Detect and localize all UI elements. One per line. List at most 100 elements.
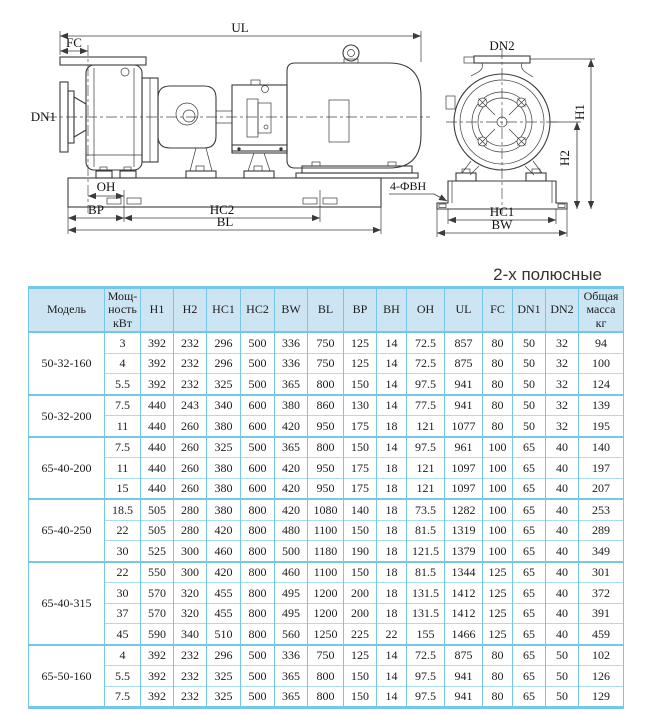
value-cell: 570 <box>140 602 174 624</box>
value-cell: 1200 <box>307 602 344 624</box>
value-cell: 380 <box>206 477 241 499</box>
table-row: 5.5 392 232 325 500 365 800 150 14 97.5 941 80 50 32 1… <box>29 373 624 395</box>
value-cell: 560 <box>274 623 308 645</box>
value-cell: 102 <box>578 643 624 666</box>
dim-label-hc2: HC2 <box>210 202 235 217</box>
value-cell: 500 <box>274 540 308 562</box>
value-cell: 750 <box>307 352 344 374</box>
value-cell: 459 <box>578 623 624 645</box>
value-cell: 65 <box>512 477 546 499</box>
value-cell: 750 <box>307 331 344 353</box>
value-cell: 440 <box>140 393 174 416</box>
model-cell: 65-40-315 <box>28 560 105 645</box>
value-cell: 857 <box>444 331 483 353</box>
value-cell: 121.5 <box>406 540 445 562</box>
value-cell: 40 <box>545 582 579 603</box>
value-cell: 139 <box>578 393 624 416</box>
value-cell: 260 <box>173 477 207 499</box>
value-cell: 570 <box>140 582 174 603</box>
value-cell: 590 <box>140 623 174 645</box>
value-cell: 365 <box>274 685 308 708</box>
value-cell: 14 <box>376 643 407 666</box>
value-cell: 175 <box>343 415 377 437</box>
value-cell: 195 <box>578 415 624 437</box>
value-cell: 600 <box>240 415 275 437</box>
value-cell: 100 <box>482 457 513 478</box>
value-cell: 336 <box>274 643 308 666</box>
value-cell: 800 <box>240 582 275 603</box>
value-cell: 155 <box>406 623 445 645</box>
value-cell: 800 <box>307 435 344 458</box>
value-cell: 961 <box>444 435 483 458</box>
value-cell: 50 <box>512 373 546 395</box>
value-cell: 260 <box>173 435 207 458</box>
value-cell: 392 <box>140 665 174 686</box>
value-cell: 130 <box>343 393 377 416</box>
column-header: Мощ- ность кВт <box>104 287 141 333</box>
value-cell: 65 <box>512 498 546 520</box>
value-cell: 800 <box>240 540 275 562</box>
value-cell: 97.5 <box>406 665 445 686</box>
value-cell: 1077 <box>444 415 483 437</box>
value-cell: 65 <box>512 435 546 458</box>
spec-table-body: 50-32-160 3 392 232 296 500 336 750 125 14 72.5 857… <box>28 331 624 708</box>
value-cell: 97.5 <box>406 435 445 458</box>
value-cell: 65 <box>512 623 546 645</box>
value-cell: 420 <box>274 415 308 437</box>
value-cell: 72.5 <box>406 331 445 353</box>
value-cell: 380 <box>206 415 241 437</box>
value-cell: 420 <box>274 498 308 520</box>
value-cell: 510 <box>206 623 241 645</box>
value-cell: 232 <box>173 331 207 353</box>
value-cell: 80 <box>482 685 513 708</box>
value-cell: 5.5 <box>104 665 141 686</box>
table-row: 5.5 392 232 325 500 365 800 150 14 97.5 941 80 65 50 1… <box>29 665 624 686</box>
value-cell: 80 <box>482 643 513 666</box>
value-cell: 125 <box>343 352 377 374</box>
value-cell: 18 <box>376 457 407 478</box>
value-cell: 18 <box>376 477 407 499</box>
column-header: Модель <box>28 287 105 333</box>
value-cell: 100 <box>578 352 624 374</box>
value-cell: 500 <box>240 643 275 666</box>
value-cell: 65 <box>512 540 546 562</box>
column-header: HC2 <box>240 287 275 333</box>
column-header: Общая масса кг <box>578 287 624 333</box>
value-cell: 941 <box>444 665 483 686</box>
value-cell: 340 <box>206 393 241 416</box>
dim-label-bl: BL <box>217 214 234 229</box>
value-cell: 500 <box>240 373 275 395</box>
column-header: BW <box>274 287 308 333</box>
value-cell: 40 <box>545 435 579 458</box>
value-cell: 22 <box>104 519 141 541</box>
dim-label-h2: H2 <box>557 150 572 166</box>
dim-label-dn1: DN1 <box>31 109 56 124</box>
value-cell: 97.5 <box>406 685 445 708</box>
value-cell: 11 <box>104 415 141 437</box>
value-cell: 232 <box>173 665 207 686</box>
value-cell: 14 <box>376 665 407 686</box>
value-cell: 14 <box>376 373 407 395</box>
value-cell: 32 <box>545 373 579 395</box>
section-title: 2-х полюсные <box>493 265 602 284</box>
value-cell: 300 <box>173 540 207 562</box>
value-cell: 500 <box>240 331 275 353</box>
model-cell: 50-32-160 <box>28 331 105 395</box>
value-cell: 125 <box>482 623 513 645</box>
value-cell: 131.5 <box>406 582 445 603</box>
dim-label-bp: BP <box>88 202 104 217</box>
value-cell: 7.5 <box>104 435 141 458</box>
value-cell: 150 <box>343 685 377 708</box>
value-cell: 800 <box>240 623 275 645</box>
value-cell: 65 <box>512 519 546 541</box>
value-cell: 800 <box>240 519 275 541</box>
value-cell: 32 <box>545 352 579 374</box>
value-cell: 121 <box>406 415 445 437</box>
value-cell: 950 <box>307 415 344 437</box>
value-cell: 18 <box>376 498 407 520</box>
value-cell: 40 <box>545 540 579 562</box>
value-cell: 72.5 <box>406 352 445 374</box>
spec-table-header: Модель Мощ- ность кВт H1 H2 HC1 HC2 BW BL BP BH OH… <box>28 287 624 333</box>
column-header: BH <box>376 287 407 333</box>
column-header: H1 <box>140 287 174 333</box>
